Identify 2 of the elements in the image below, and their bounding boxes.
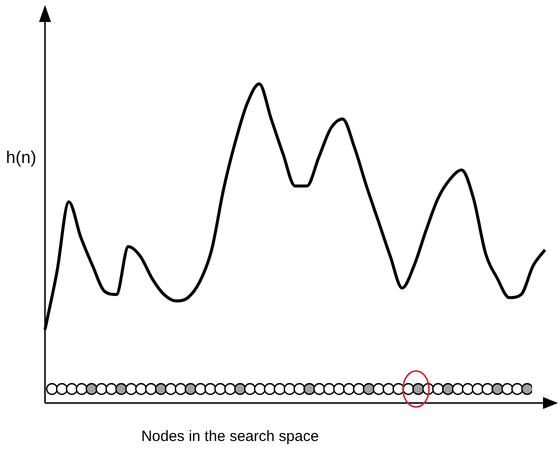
x-axis-title: Nodes in the search space (140, 428, 320, 445)
y-axis-title: h(n) (6, 148, 36, 168)
